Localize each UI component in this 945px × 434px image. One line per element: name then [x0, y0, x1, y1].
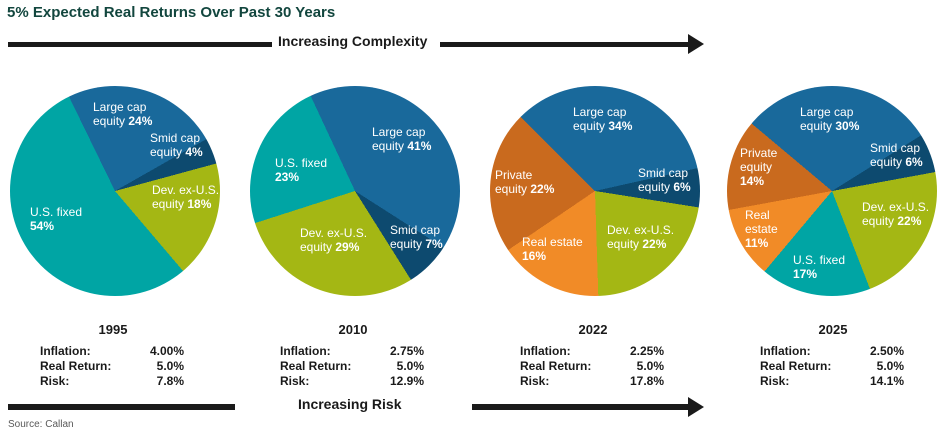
stat-value-inflation: 2.75%	[389, 344, 424, 358]
bottom-arrow-label: Increasing Risk	[298, 396, 402, 412]
bottom-arrow-head-icon	[688, 397, 704, 417]
slice-label-private-equity: Private equity 22%	[495, 168, 555, 196]
slice-label-u-s-fixed: U.S. fixed 23%	[275, 156, 328, 184]
stat-value-risk: 12.9%	[389, 374, 424, 388]
pie-chart-2010	[250, 86, 460, 296]
top-arrow-label: Increasing Complexity	[278, 33, 428, 49]
stat-value-real-return: 5.0%	[876, 359, 904, 373]
stat-value-risk: 7.8%	[156, 374, 184, 388]
slice-label-dev-ex-u-s-equity: Dev. ex-U.S. equity 18%	[152, 183, 220, 211]
slice-label-smid-cap-equity: Smid cap equity 4%	[150, 131, 203, 159]
bottom-arrow-line-right	[472, 404, 688, 410]
slice-label-real-estate: Real estate 16%	[522, 235, 583, 263]
year-label-2025: 2025	[818, 322, 848, 337]
stat-label-real-return: Real Return:	[520, 359, 592, 373]
stat-value-real-return: 5.0%	[396, 359, 424, 373]
stat-label-real-return: Real Return:	[280, 359, 352, 373]
slice-label-large-cap-equity: Large cap equity 30%	[800, 105, 860, 133]
stat-value-real-return: 5.0%	[636, 359, 664, 373]
stat-value-inflation: 4.00%	[149, 344, 184, 358]
pie-panel-2010: Large cap equity 41% Smid cap equity 7% Dev.…	[240, 0, 480, 434]
slice-label-smid-cap-equity: Smid cap equity 6%	[638, 166, 691, 194]
pie-panel-2022: Large cap equity 34% Smid cap equity 6% Dev.…	[480, 0, 720, 434]
slice-label-smid-cap-equity: Smid cap equity 7%	[390, 223, 443, 251]
pie-panel-2025: Large cap equity 30% Smid cap equity 6% Dev.…	[720, 0, 945, 434]
slice-label-large-cap-equity: Large cap equity 41%	[372, 125, 432, 153]
pie-chart-2022	[490, 86, 700, 296]
slice-label-large-cap-equity: Large cap equity 24%	[93, 100, 153, 128]
year-label-2022: 2022	[578, 322, 608, 337]
page-title: 5% Expected Real Returns Over Past 30 Ye…	[7, 4, 336, 21]
slice-label-private-equity: Private equity 14%	[740, 146, 778, 188]
stat-value-inflation: 2.50%	[869, 344, 904, 358]
stat-label-real-return: Real Return:	[40, 359, 112, 373]
stat-label-risk: Risk:	[280, 374, 310, 388]
slice-label-smid-cap-equity: Smid cap equity 6%	[870, 141, 923, 169]
slice-label-large-cap-equity: Large cap equity 34%	[573, 105, 633, 133]
pie-panel-1995: Large cap equity 24% Smid cap equity 4% Dev.…	[0, 0, 240, 434]
slice-label-dev-ex-u-s-equity: Dev. ex-U.S. equity 29%	[300, 226, 368, 254]
top-arrow-head-icon	[688, 34, 704, 54]
source-note: Source: Callan	[8, 419, 74, 430]
slice-label-u-s-fixed: U.S. fixed 17%	[793, 253, 846, 281]
stat-label-real-return: Real Return:	[760, 359, 832, 373]
stat-label-inflation: Inflation:	[520, 344, 571, 358]
bottom-arrow-line-left	[8, 404, 235, 410]
stat-label-risk: Risk:	[40, 374, 70, 388]
year-label-2010: 2010	[338, 322, 368, 337]
stat-value-real-return: 5.0%	[156, 359, 184, 373]
stat-label-inflation: Inflation:	[40, 344, 91, 358]
stat-label-inflation: Inflation:	[760, 344, 811, 358]
year-label-1995: 1995	[98, 322, 128, 337]
top-arrow-line-right	[440, 42, 688, 47]
stat-label-risk: Risk:	[520, 374, 550, 388]
slice-label-dev-ex-u-s-equity: Dev. ex-U.S. equity 22%	[607, 223, 675, 251]
pie-chart-2025	[727, 86, 937, 296]
top-arrow-line-left	[8, 42, 272, 47]
stat-value-risk: 17.8%	[629, 374, 664, 388]
stat-value-inflation: 2.25%	[629, 344, 664, 358]
stat-label-inflation: Inflation:	[280, 344, 331, 358]
slice-label-u-s-fixed: U.S. fixed 54%	[30, 205, 83, 233]
slice-label-real-estate: Real estate 11%	[745, 208, 778, 250]
pie-chart-1995	[10, 86, 220, 296]
slice-label-dev-ex-u-s-equity: Dev. ex-U.S. equity 22%	[862, 200, 930, 228]
stat-value-risk: 14.1%	[869, 374, 904, 388]
stat-label-risk: Risk:	[760, 374, 790, 388]
